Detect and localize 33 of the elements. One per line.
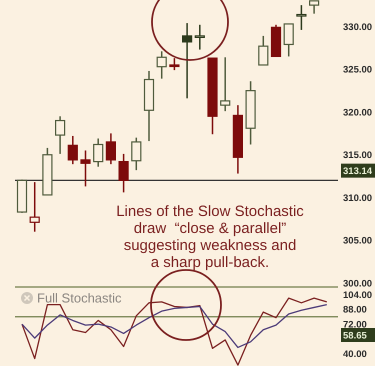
y-tick-label: 300.00 bbox=[343, 278, 372, 290]
candlestick bbox=[220, 56, 230, 112]
annotation: Lines of the Slow Stochastic draw “close & parallel” suggesting weakness and a sharp pull-back. bbox=[116, 203, 304, 271]
candlestick bbox=[118, 153, 129, 194]
y-tick-label: 310.00 bbox=[343, 192, 372, 204]
candlestick bbox=[80, 150, 91, 188]
y-tick-label: 325.00 bbox=[343, 64, 372, 76]
candlestick bbox=[93, 138, 104, 168]
candlestick bbox=[182, 22, 192, 100]
candlestick bbox=[258, 35, 268, 66]
candlestick bbox=[30, 181, 40, 232]
candlestick bbox=[106, 132, 116, 165]
chart-title: Full Stochastic bbox=[37, 290, 122, 306]
candlestick bbox=[296, 4, 306, 31]
candlestick bbox=[309, 0, 320, 14]
annotation: 313.14 bbox=[343, 166, 373, 177]
y-tick-label: 88.00 bbox=[343, 304, 367, 316]
candlestick bbox=[169, 57, 180, 71]
y-tick-label: 305.00 bbox=[343, 236, 372, 247]
candlestick bbox=[131, 136, 142, 171]
y-tick-label: 104.00 bbox=[343, 290, 372, 301]
candlestick bbox=[156, 50, 167, 80]
y-tick-label: 72.00 bbox=[343, 320, 367, 330]
y-tick-label: 40.00 bbox=[343, 349, 367, 360]
candlestick bbox=[284, 23, 294, 58]
y-tick-label: 320.00 bbox=[343, 107, 372, 118]
candlestick bbox=[55, 116, 66, 155]
y-tick-label: 315.00 bbox=[343, 150, 372, 162]
candlestick bbox=[194, 24, 205, 50]
candlestick bbox=[68, 135, 78, 165]
line-series bbox=[21, 304, 328, 348]
y-tick-label: 330.00 bbox=[343, 22, 372, 33]
text: 58.65 bbox=[343, 330, 368, 342]
